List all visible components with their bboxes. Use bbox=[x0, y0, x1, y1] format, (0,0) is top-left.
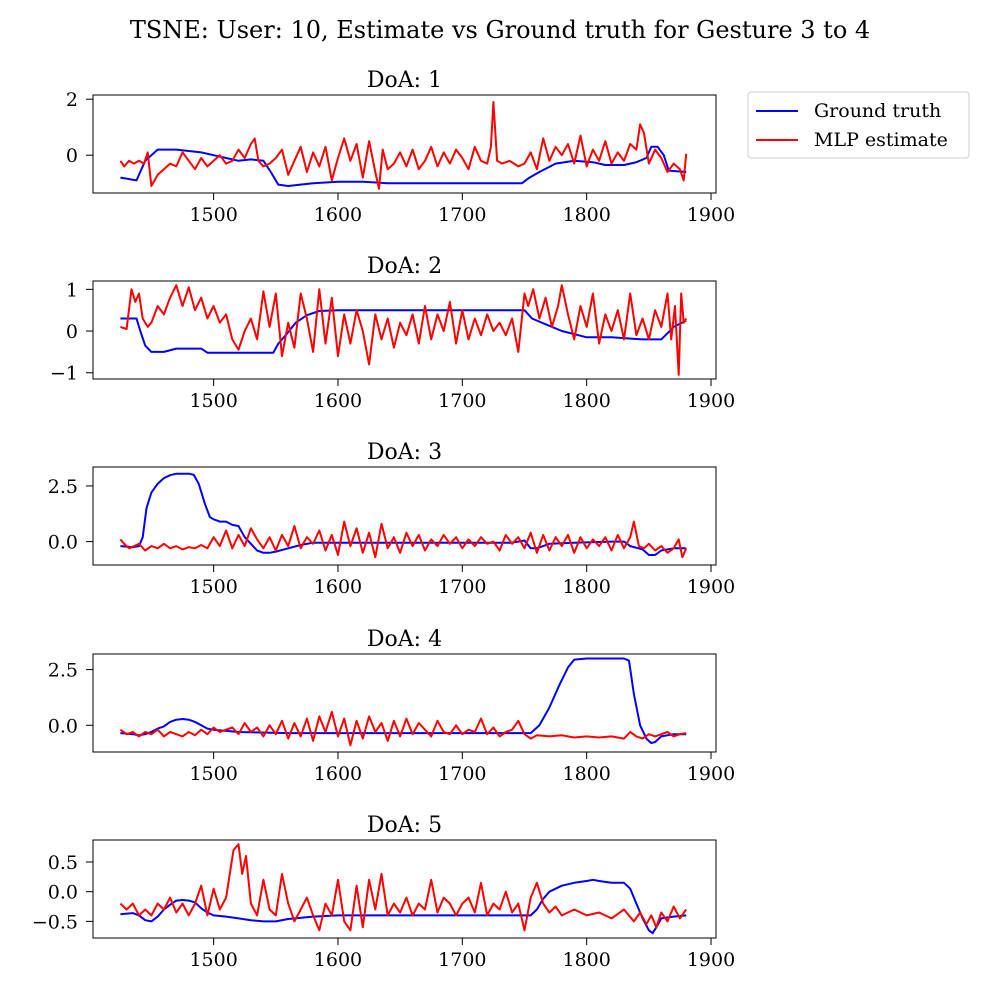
subplot-title: DoA: 4 bbox=[367, 627, 442, 652]
series-line-ground-truth bbox=[120, 145, 687, 187]
x-tick-label: 1900 bbox=[687, 390, 735, 412]
x-tick-label: 1600 bbox=[314, 763, 362, 785]
x-tick-label: 1600 bbox=[314, 949, 362, 971]
y-tick-label: 2.5 bbox=[48, 476, 78, 498]
x-tick-label: 1800 bbox=[562, 204, 610, 226]
y-tick-label: 0.0 bbox=[48, 532, 78, 554]
axes-frame bbox=[92, 280, 717, 380]
x-tick-label: 1900 bbox=[687, 763, 735, 785]
series-line-mlp-estimate bbox=[119, 520, 688, 559]
subplot-title: DoA: 5 bbox=[367, 813, 442, 838]
series-line-mlp-estimate bbox=[120, 284, 688, 376]
subplot-2: DoA: 2 1500 1600 1700 1800 1900 −1 0 1 bbox=[50, 254, 735, 412]
x-tick-label: 1900 bbox=[687, 949, 735, 971]
series-line-mlp-estimate bbox=[119, 843, 688, 932]
series-line-mlp-estimate bbox=[119, 710, 687, 747]
subplot-title: DoA: 2 bbox=[367, 254, 442, 279]
x-tick-label: 1800 bbox=[562, 576, 610, 598]
x-tick-label: 1600 bbox=[314, 576, 362, 598]
x-tick-label: 1500 bbox=[189, 576, 237, 598]
x-tick-label: 1700 bbox=[438, 576, 486, 598]
x-tick-label: 1800 bbox=[562, 390, 610, 412]
x-tick-label: 1700 bbox=[438, 390, 486, 412]
legend-mlp-estimate-label: MLP estimate bbox=[814, 129, 948, 151]
axes-frame bbox=[92, 94, 717, 194]
y-tick-label: 2.5 bbox=[48, 660, 78, 682]
subplots: DoA: 1 1500 1600 1700 1800 1900 0 2 DoA: 2 1500 16… bbox=[32, 68, 735, 971]
series-line-ground-truth bbox=[120, 472, 687, 556]
x-tick-label: 1900 bbox=[687, 204, 735, 226]
y-tick-label: −0.5 bbox=[32, 911, 78, 933]
y-tick-label: 1 bbox=[66, 279, 78, 301]
figure-title: TSNE: User: 10, Estimate vs Ground truth… bbox=[130, 16, 870, 44]
series-line-mlp-estimate bbox=[119, 101, 688, 190]
y-tick-label: 2 bbox=[66, 89, 78, 111]
subplot-title: DoA: 1 bbox=[367, 68, 442, 93]
axes-frame bbox=[92, 653, 717, 753]
x-tick-label: 1500 bbox=[189, 763, 237, 785]
x-tick-label: 1700 bbox=[438, 949, 486, 971]
subplot-5: DoA: 5 1500 1600 1700 1800 1900 −0.5 0.0 0.5 bbox=[32, 813, 735, 971]
y-tick-label: −1 bbox=[50, 363, 78, 385]
x-tick-label: 1500 bbox=[189, 204, 237, 226]
x-tick-label: 1500 bbox=[189, 390, 237, 412]
legend: Ground truth MLP estimate bbox=[747, 91, 970, 159]
x-tick-label: 1800 bbox=[562, 949, 610, 971]
x-tick-label: 1500 bbox=[189, 949, 237, 971]
legend-ground-truth-label: Ground truth bbox=[814, 100, 941, 122]
y-tick-label: 0.0 bbox=[48, 882, 78, 904]
subplot-4: DoA: 4 1500 1600 1700 1800 1900 0.0 2.5 bbox=[48, 627, 735, 785]
subplot-1: DoA: 1 1500 1600 1700 1800 1900 0 2 bbox=[66, 68, 735, 226]
axes-frame bbox=[92, 839, 717, 939]
subplot-title: DoA: 3 bbox=[367, 440, 442, 465]
x-tick-label: 1900 bbox=[687, 576, 735, 598]
x-tick-label: 1800 bbox=[562, 763, 610, 785]
axes-frame bbox=[92, 466, 717, 566]
y-tick-label: 0 bbox=[66, 321, 78, 343]
series-line-ground-truth bbox=[120, 309, 687, 354]
x-tick-label: 1700 bbox=[438, 763, 486, 785]
y-tick-label: 0.5 bbox=[48, 852, 78, 874]
x-tick-label: 1700 bbox=[438, 204, 486, 226]
subplot-3: DoA: 3 1500 1600 1700 1800 1900 0.0 2.5 bbox=[48, 440, 735, 598]
y-tick-label: 0 bbox=[66, 145, 78, 167]
legend-frame bbox=[747, 91, 970, 159]
x-tick-label: 1600 bbox=[314, 390, 362, 412]
x-tick-label: 1600 bbox=[314, 204, 362, 226]
y-tick-label: 0.0 bbox=[48, 715, 78, 737]
